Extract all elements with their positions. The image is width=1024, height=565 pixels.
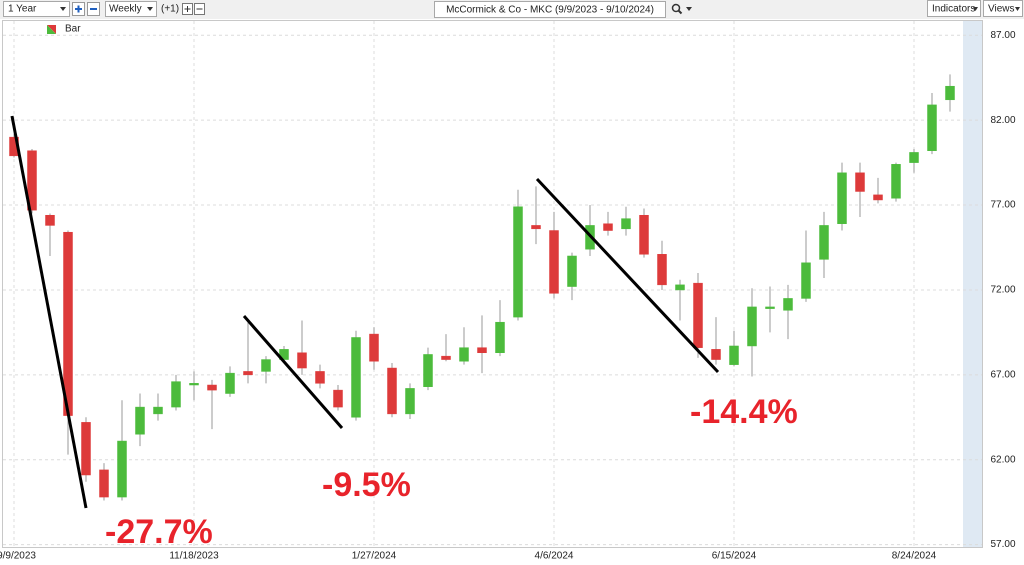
x-tick-label: 11/18/2023 — [169, 551, 219, 562]
candle-body — [153, 406, 163, 415]
candle-body — [621, 218, 631, 230]
candle-body — [603, 223, 613, 231]
candle-body — [477, 347, 487, 354]
period-text: 1 Year — [8, 4, 37, 15]
dropdown-arrow — [60, 7, 66, 11]
candle-body — [351, 337, 361, 418]
candle-body — [747, 306, 757, 347]
candle-body — [531, 225, 541, 230]
x-tick-label: 6/15/2024 — [712, 551, 757, 562]
candle-body — [99, 469, 109, 498]
trend-line — [10, 115, 88, 509]
search-icon[interactable] — [671, 3, 681, 13]
candle-body — [225, 372, 235, 394]
candle-body — [333, 389, 343, 408]
y-tick-label: 62.00 — [990, 454, 1015, 465]
right-margin-band — [963, 21, 982, 547]
candle-body — [639, 214, 649, 255]
candle-body — [945, 85, 955, 101]
candle-body — [405, 388, 415, 415]
dropdown-arrow — [1015, 7, 1020, 11]
candle-body — [891, 164, 901, 199]
views-text: Views — [988, 4, 1015, 15]
candle-body — [873, 194, 883, 201]
plot-frame — [2, 20, 983, 548]
candle-body — [81, 422, 91, 476]
candle-body — [45, 214, 55, 226]
annotation: -27.7% — [105, 513, 213, 551]
x-tick-label: 1/27/2024 — [352, 551, 397, 562]
dropdown-arrow — [973, 7, 978, 11]
y-tick-label: 87.00 — [990, 30, 1015, 41]
grid — [3, 21, 982, 547]
trend-line — [535, 177, 720, 374]
candle-body — [495, 321, 505, 354]
period-select[interactable] — [3, 1, 70, 17]
candle-body — [927, 104, 937, 151]
candle-body — [819, 225, 829, 260]
candle-body — [189, 383, 199, 386]
plus-icon — [184, 6, 191, 12]
candle-body — [567, 255, 577, 287]
indicators-text: Indicators — [932, 4, 975, 15]
y-tick-label: 57.00 — [990, 539, 1015, 550]
y-tick-label: 72.00 — [990, 285, 1015, 296]
candle-body — [261, 359, 271, 372]
title-box — [434, 1, 666, 18]
annotation: -9.5% — [322, 466, 411, 504]
indicators-button[interactable] — [927, 0, 981, 17]
y-tick-label: 77.00 — [990, 200, 1015, 211]
candle-body — [315, 371, 325, 384]
dropdown-arrow — [147, 7, 153, 11]
candle-body — [765, 306, 775, 309]
y-tick-label: 82.00 — [990, 115, 1015, 126]
candle-body — [27, 150, 37, 211]
candle-body — [855, 172, 865, 192]
y-tick-label: 67.00 — [990, 369, 1015, 380]
candle-body — [207, 384, 217, 391]
annotation: -14.4% — [690, 393, 798, 431]
x-tick-label: 8/24/2024 — [892, 551, 937, 562]
candle-body — [171, 381, 181, 408]
x-tick-label: 9/9/2023 — [0, 551, 36, 562]
candle-body — [675, 284, 685, 291]
candle-body — [297, 352, 307, 369]
candle-body — [801, 262, 811, 299]
candle-body — [549, 230, 559, 294]
candle-body — [441, 355, 451, 360]
candle-body — [117, 440, 127, 498]
candle-body — [135, 406, 145, 435]
search-icon-handle — [677, 9, 683, 15]
candle-body — [243, 371, 253, 376]
candle-body — [837, 172, 847, 224]
views-button[interactable] — [983, 0, 1023, 17]
interval-text: Weekly — [109, 4, 142, 15]
candle-body — [729, 345, 739, 365]
x-tick-label: 4/6/2024 — [535, 551, 574, 562]
candle-body — [657, 254, 667, 286]
candle-body — [369, 333, 379, 362]
candle-body — [693, 282, 703, 348]
candles — [9, 74, 955, 501]
plus-icon — [75, 5, 82, 13]
interval-select[interactable] — [105, 1, 157, 17]
candle-body — [909, 152, 919, 163]
legend-icon-up — [47, 25, 56, 34]
chart-title: McCormick & Co - MKC (9/9/2023 - 9/10/20… — [446, 5, 654, 16]
dropdown-arrow — [686, 7, 692, 11]
candle-body — [423, 354, 433, 387]
legend-label: Bar — [65, 24, 81, 35]
candle-body — [513, 206, 523, 318]
offset-text: (+1) — [161, 4, 179, 15]
candle-body — [387, 367, 397, 415]
candle-body — [711, 349, 721, 360]
candle-body — [783, 298, 793, 311]
candle-body — [459, 347, 469, 362]
trend-line — [242, 315, 344, 429]
